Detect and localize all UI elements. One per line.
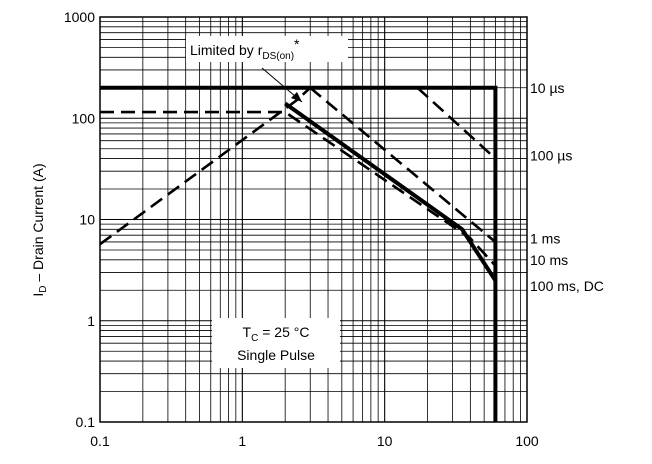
series-label-bg [528,77,574,98]
x-tick-labels: 0.1 1 10 100 [90,433,539,449]
case-temperature-annotation: TC = 25 °C [243,324,310,344]
y-tick-labels: 0.1 1 10 100 1000 [64,9,95,430]
series-label-bg [528,249,574,270]
series-labels: 10 µs 100 µs 1 ms 10 ms 100 ms, DC [528,77,614,297]
x-tick-label: 100 [515,433,539,449]
series-label: 100 µs [530,147,572,163]
series-line-rds-limit-extension [99,86,312,246]
series-line-10-s [100,85,498,422]
y-axis-label: ID – Drain Current (A) [30,163,49,296]
plot-frame [99,16,528,423]
y-tick-label: 0.1 [76,414,96,430]
series-label-bg [528,145,582,166]
y-tick-label: 1 [87,313,95,329]
series-label: 1 ms [530,230,560,246]
y-tick-label: 1000 [64,9,95,25]
y-tick-label: 10 [79,212,95,228]
series-line-100-s [416,86,497,160]
limited-annotation-arrowhead [291,92,302,102]
series-line-1-ms [309,86,497,243]
limited-annotation-bg [186,36,348,62]
series-label-bg [528,276,614,297]
single-pulse-annotation: Single Pulse [237,347,315,363]
limited-annotation: Limited by rDS(on)* [190,36,300,62]
y-tick-label: 100 [72,110,96,126]
series-group [99,85,498,422]
series-line-10-ms [100,110,497,267]
series-label: 10 µs [530,80,565,96]
x-tick-label: 0.1 [90,433,110,449]
conditions-annotation-bg [212,318,340,368]
x-tick-label: 10 [377,433,393,449]
series-label: 10 ms [530,252,568,268]
series-label: 100 ms, DC [530,278,604,294]
series-line-100-ms-dc [284,101,498,282]
x-tick-label: 1 [238,433,246,449]
series-label-bg [528,228,566,249]
